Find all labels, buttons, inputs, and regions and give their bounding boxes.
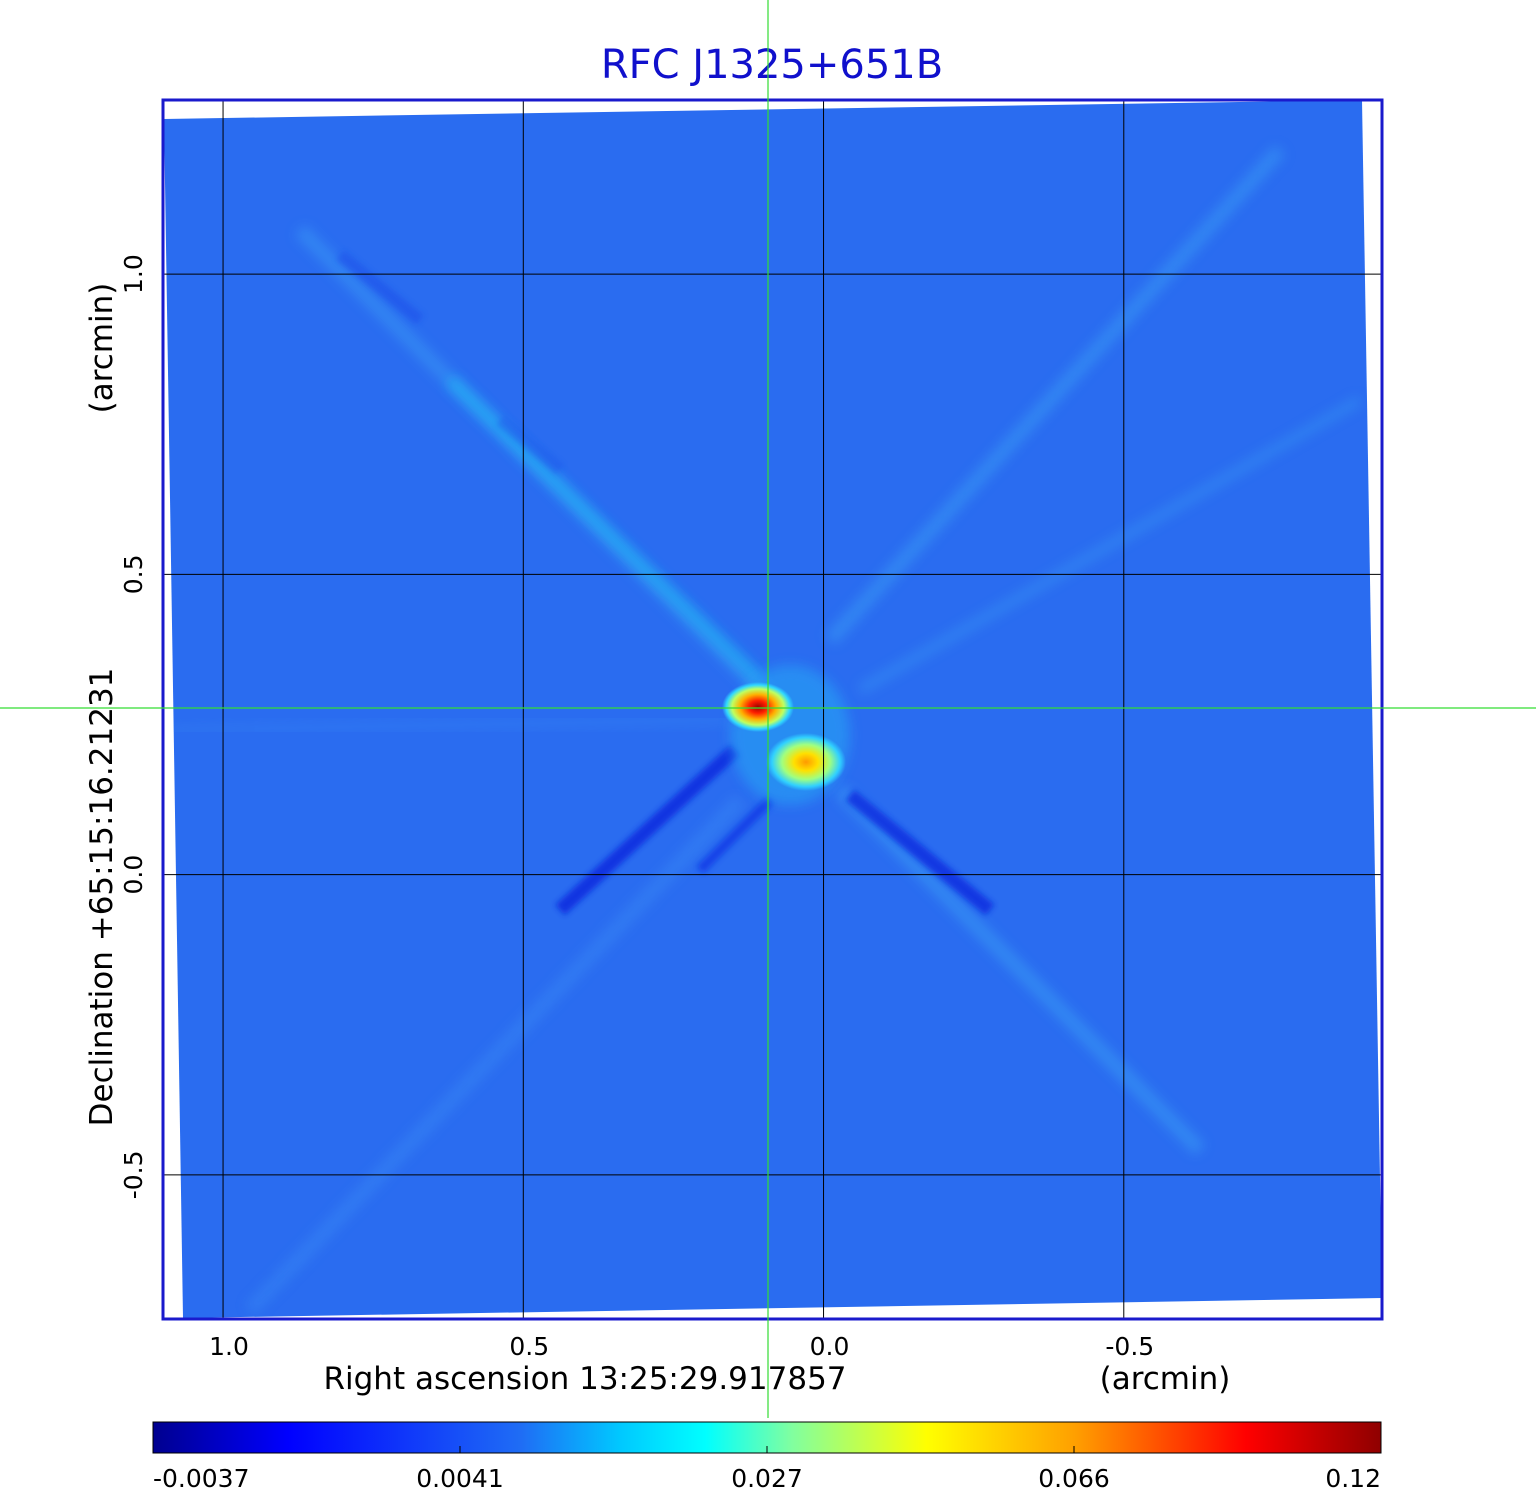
crosshair [0,0,1536,1418]
colorbar-tick-labels: -0.0037 0.0041 0.027 0.066 0.12 [152,1446,1382,1493]
y-tick-label: -0.5 [119,1150,148,1199]
coordinate-grid [163,100,1382,1319]
colorbar: -0.0037 0.0041 0.027 0.066 0.12 [152,1421,1382,1493]
y-tick-label: 0.0 [119,855,148,895]
y-axis-unit: (arcmin) [84,283,120,414]
x-tick-labels: 1.0 0.5 0.0 -0.5 [209,1332,1154,1361]
y-tick-labels: 1.0 0.5 0.0 -0.5 [119,254,148,1199]
source-secondary [766,733,846,791]
y-tick-label: 0.5 [119,555,148,595]
x-tick-label: 0.0 [810,1332,850,1361]
x-tick-label: -0.5 [1105,1332,1154,1361]
colorbar-tick-label: 0.027 [731,1464,803,1493]
colorbar-tick-label: 0.066 [1038,1464,1110,1493]
x-tick-label: 1.0 [209,1332,249,1361]
colorbar-tick-label: 0.12 [1325,1464,1381,1493]
plot-title: RFC J1325+651B [601,42,943,88]
y-axis-label: Declination +65:15:16.21231 [84,668,120,1127]
x-axis-unit: (arcmin) [1100,1361,1231,1397]
colorbar-tick-label: 0.0041 [416,1464,503,1493]
colorbar-tick-label: -0.0037 [153,1464,250,1493]
x-axis-label: Right ascension 13:25:29.917857 [323,1361,846,1397]
sky-image [164,100,1382,1318]
source-primary [722,682,794,732]
y-tick-label: 1.0 [119,254,148,294]
x-tick-label: 0.5 [509,1332,549,1361]
plot-frame [161,98,1384,1321]
